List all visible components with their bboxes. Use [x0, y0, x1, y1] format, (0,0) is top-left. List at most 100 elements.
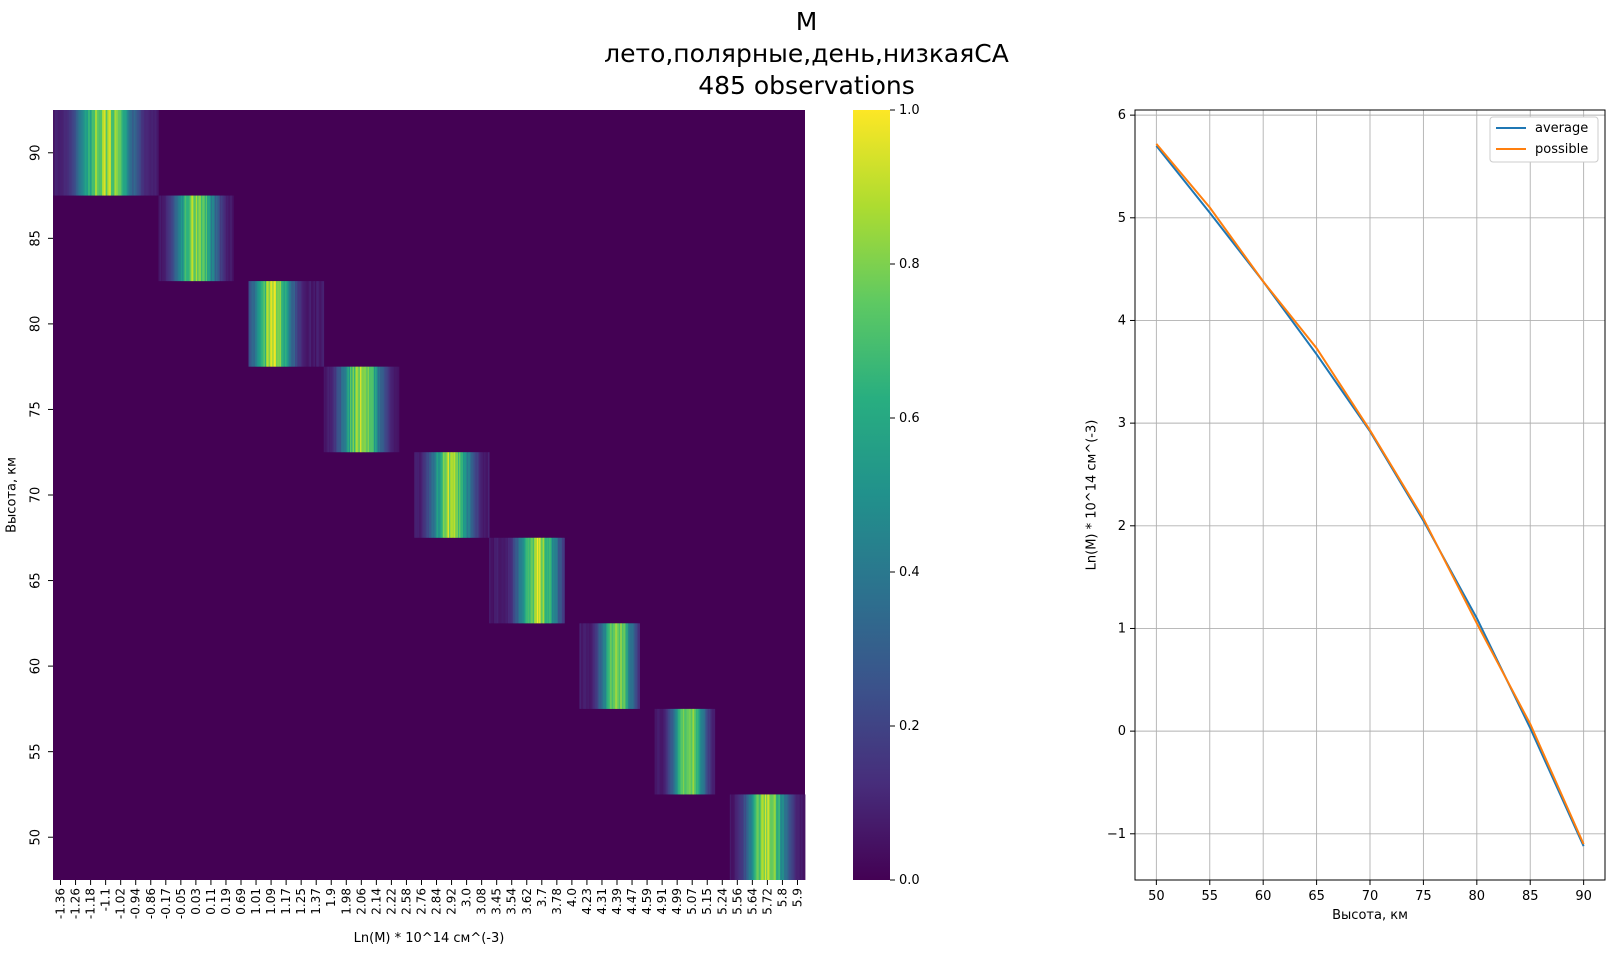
heatmap-cell	[436, 452, 439, 538]
heatmap-cell	[462, 452, 465, 538]
heatmap-cell	[685, 708, 688, 795]
heatmap-cell	[317, 281, 320, 367]
heatmap-cell	[413, 452, 416, 538]
heatmap-cell	[215, 195, 218, 282]
heatmap-cell	[524, 537, 526, 624]
heatmap-cell	[779, 794, 782, 880]
heatmap-cell	[635, 623, 637, 709]
heatmap-x-tick-label: 1.9	[324, 888, 338, 907]
heatmap-cell	[159, 195, 162, 282]
heatmap-cell	[593, 623, 595, 709]
heatmap-cell	[636, 623, 638, 709]
heatmap-cell	[131, 110, 135, 196]
heatmap-cell	[252, 281, 254, 367]
chart-title: M	[795, 7, 818, 36]
heatmap-cell	[457, 452, 460, 538]
heatmap-cell	[313, 281, 316, 367]
heatmap-cell	[367, 366, 370, 453]
heatmap-cell	[294, 281, 297, 367]
heatmap-cell	[609, 623, 611, 709]
heatmap-cell	[327, 366, 330, 453]
heatmap-cell	[789, 794, 792, 880]
heatmap-cell	[595, 623, 597, 709]
heatmap-cell	[710, 708, 713, 795]
heatmap-cell	[611, 623, 613, 709]
heatmap-cell	[659, 708, 662, 795]
heatmap-cell	[434, 452, 436, 538]
heatmap-cell	[288, 281, 291, 367]
heatmap-cell	[437, 452, 440, 538]
heatmap-cell	[729, 794, 732, 880]
heatmap-cell	[338, 366, 341, 453]
heatmap-cell	[610, 623, 612, 709]
heatmap-cell	[585, 623, 587, 709]
heatmap-cell	[586, 623, 588, 709]
heatmap-cell	[88, 110, 91, 196]
heatmap-cell	[802, 794, 805, 880]
heatmap-y-tick-label: 80	[29, 316, 44, 333]
heatmap-cell	[554, 537, 556, 624]
heatmap-cell	[587, 623, 589, 709]
heatmap-cell	[617, 623, 619, 709]
line-chart-grid	[1135, 110, 1605, 880]
heatmap-cell	[664, 708, 667, 795]
legend-average-label: average	[1535, 121, 1588, 136]
heatmap-cell	[558, 537, 560, 624]
heatmap-x-tick-label: 0.11	[204, 888, 218, 915]
heatmap-cell	[248, 281, 251, 367]
heatmap-cell	[556, 537, 559, 624]
heatmap-cell	[271, 281, 273, 367]
heatmap-cell	[187, 195, 189, 282]
heatmap-cell	[497, 537, 500, 624]
heatmap-cell	[787, 794, 790, 880]
heatmap-cell	[520, 537, 523, 624]
heatmap-cell	[163, 195, 165, 282]
heatmap-cell	[416, 452, 419, 538]
heatmap-cell	[768, 794, 771, 880]
heatmap-cell	[377, 366, 380, 453]
heatmap-cell	[380, 366, 382, 453]
heatmap-cell	[777, 794, 780, 880]
heatmap-cell	[668, 708, 671, 795]
heatmap-cell	[485, 452, 488, 538]
heatmap-cell	[516, 537, 519, 624]
heatmap-cell	[183, 195, 185, 282]
heatmap-cell	[218, 195, 221, 282]
heatmap-cell	[548, 537, 550, 624]
heatmap-cell	[353, 366, 356, 453]
heatmap-cell	[793, 794, 796, 880]
heatmap-cell	[746, 794, 748, 880]
heatmap-cell	[734, 794, 737, 880]
heatmap-cell	[137, 110, 140, 196]
heatmap-cell	[185, 195, 188, 282]
heatmap-cell	[356, 366, 358, 453]
heatmap-cell	[200, 195, 203, 282]
heatmap-cell	[466, 452, 469, 538]
heatmap-cell	[794, 794, 797, 880]
heatmap-cell	[130, 110, 133, 196]
heatmap-cell	[624, 623, 626, 709]
heatmap-x-tick-label: 4.91	[655, 888, 669, 915]
heatmap-cell	[203, 195, 206, 282]
heatmap-cell	[592, 623, 594, 709]
chart-subtitle-observations: 485 observations	[698, 71, 915, 100]
line-chart-x-label: Высота, км	[1332, 908, 1408, 923]
heatmap-cell	[753, 794, 756, 880]
heatmap-cell	[158, 195, 160, 282]
heatmap-x-tick-label: 5.07	[685, 888, 699, 915]
heatmap-cell	[582, 623, 584, 709]
heatmap-cell	[386, 366, 389, 453]
heatmap-cell	[684, 708, 687, 795]
heatmap-cell	[326, 366, 328, 453]
heatmap-cell	[451, 452, 454, 538]
heatmap-cell	[677, 708, 680, 795]
heatmap-cell	[555, 537, 558, 624]
heatmap-cell	[632, 623, 634, 709]
heatmap-cell	[662, 708, 665, 795]
heatmap-cell	[732, 794, 734, 880]
heatmap-cell	[700, 708, 703, 795]
heatmap-cell	[213, 195, 216, 282]
heatmap-cell	[663, 708, 666, 795]
heatmap-cell	[786, 794, 788, 880]
